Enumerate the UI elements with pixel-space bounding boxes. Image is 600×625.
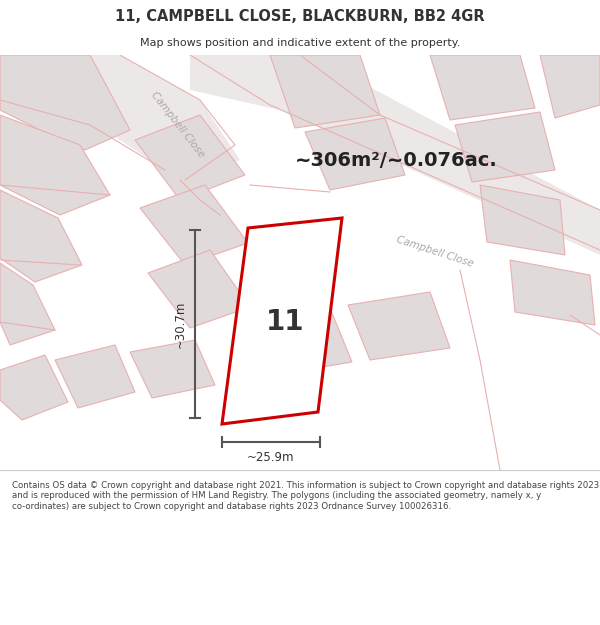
Text: ~30.7m: ~30.7m — [174, 300, 187, 348]
Polygon shape — [190, 55, 600, 255]
Text: 11: 11 — [266, 308, 304, 336]
Text: 11, CAMPBELL CLOSE, BLACKBURN, BB2 4GR: 11, CAMPBELL CLOSE, BLACKBURN, BB2 4GR — [115, 9, 485, 24]
Text: Campbell Close: Campbell Close — [395, 235, 475, 269]
Polygon shape — [0, 263, 55, 345]
Polygon shape — [305, 118, 405, 190]
Polygon shape — [0, 190, 82, 282]
Text: Contains OS data © Crown copyright and database right 2021. This information is : Contains OS data © Crown copyright and d… — [12, 481, 599, 511]
Polygon shape — [135, 115, 245, 200]
Text: ~306m²/~0.076ac.: ~306m²/~0.076ac. — [295, 151, 498, 169]
Polygon shape — [0, 355, 68, 420]
Polygon shape — [348, 292, 450, 360]
Polygon shape — [540, 55, 600, 118]
Polygon shape — [250, 308, 352, 375]
Polygon shape — [222, 218, 342, 424]
Polygon shape — [270, 55, 380, 128]
Polygon shape — [0, 55, 130, 150]
Polygon shape — [55, 345, 135, 408]
Polygon shape — [455, 112, 555, 182]
Polygon shape — [130, 340, 215, 398]
Polygon shape — [510, 260, 595, 325]
Text: Campbell Close: Campbell Close — [149, 90, 207, 160]
Polygon shape — [140, 185, 248, 265]
Polygon shape — [0, 115, 110, 215]
Polygon shape — [0, 55, 240, 185]
Text: Map shows position and indicative extent of the property.: Map shows position and indicative extent… — [140, 38, 460, 48]
Polygon shape — [480, 185, 565, 255]
Polygon shape — [430, 55, 535, 120]
Text: ~25.9m: ~25.9m — [247, 451, 295, 464]
Polygon shape — [148, 250, 250, 328]
